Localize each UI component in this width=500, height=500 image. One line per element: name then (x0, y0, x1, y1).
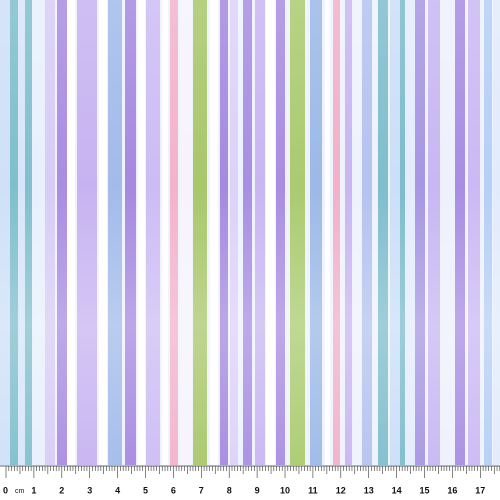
ruler-label: 7 (199, 485, 204, 495)
ruler-label: 15 (419, 485, 429, 495)
ruler-label: 11 (308, 485, 318, 495)
ruler-label: 1 (31, 485, 36, 495)
ruler-ticks (0, 465, 500, 478)
ruler-label: 3 (87, 485, 92, 495)
ruler-label: 17 (475, 485, 485, 495)
ruler (0, 465, 500, 500)
ruler-label: 16 (447, 485, 457, 495)
ruler-label: 12 (336, 485, 346, 495)
ruler-label: 6 (171, 485, 176, 495)
ruler-label: 9 (255, 485, 260, 495)
ruler-label: 0 (3, 485, 8, 495)
watercolor-wash (0, 0, 500, 465)
ruler-label: 8 (227, 485, 232, 495)
ruler-unit: cm (15, 488, 25, 495)
ruler-label: 14 (392, 485, 402, 495)
ruler-label: 10 (280, 485, 290, 495)
ruler-label: 4 (115, 485, 120, 495)
ruler-label: 13 (364, 485, 374, 495)
ruler-label: 2 (59, 485, 64, 495)
ruler-label: 5 (143, 485, 148, 495)
ruler-labels: 0 1 2 3 4 5 6 7 8 9 10 11 12 13 14 15 16 17 (3, 485, 485, 495)
